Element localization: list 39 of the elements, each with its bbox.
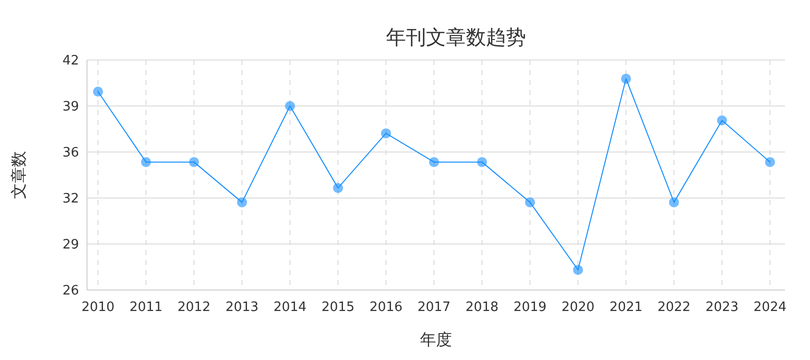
x-tick-label: 2022 [657,300,691,315]
point [93,86,103,97]
point [525,197,535,208]
x-axis-title: 年度 [420,330,452,349]
point [141,157,151,168]
point [189,157,199,168]
point [381,128,391,138]
x-tick-label: 2016 [369,300,403,315]
x-tick-label: 2013 [225,300,259,315]
x-tick-label: 2017 [417,300,451,315]
x-tick-label: 2018 [465,300,499,315]
y-tick-label: 29 [62,238,79,252]
y-axis-title: 文章数 [9,151,28,199]
y-tick-label: 42 [62,54,79,68]
x-tick-label: 2021 [609,300,643,315]
point [765,157,775,168]
y-tick-label: 32 [62,192,79,206]
point [429,157,439,168]
x-tick-label: 2015 [321,300,355,315]
x-tick-label: 2020 [561,300,595,315]
point [333,182,343,193]
y-tick-label: 26 [62,284,79,298]
y-tick-label: 39 [62,100,79,114]
x-tick-label: 2019 [513,300,547,315]
x-tick-label: 2023 [705,300,739,315]
point [717,115,727,126]
x-tick-label: 2024 [753,300,787,315]
point [285,101,295,111]
point [477,157,487,168]
point [237,197,247,208]
x-tick-label: 2010 [81,300,115,315]
x-tick-label: 2014 [273,300,307,315]
point [573,264,583,275]
x-tick-label: 2011 [129,300,163,315]
point [669,197,679,208]
chart-title: 年刊文章数趋势 [386,25,526,49]
x-tick-label: 2012 [177,300,211,315]
point [621,74,631,84]
y-tick-label: 36 [62,146,79,160]
